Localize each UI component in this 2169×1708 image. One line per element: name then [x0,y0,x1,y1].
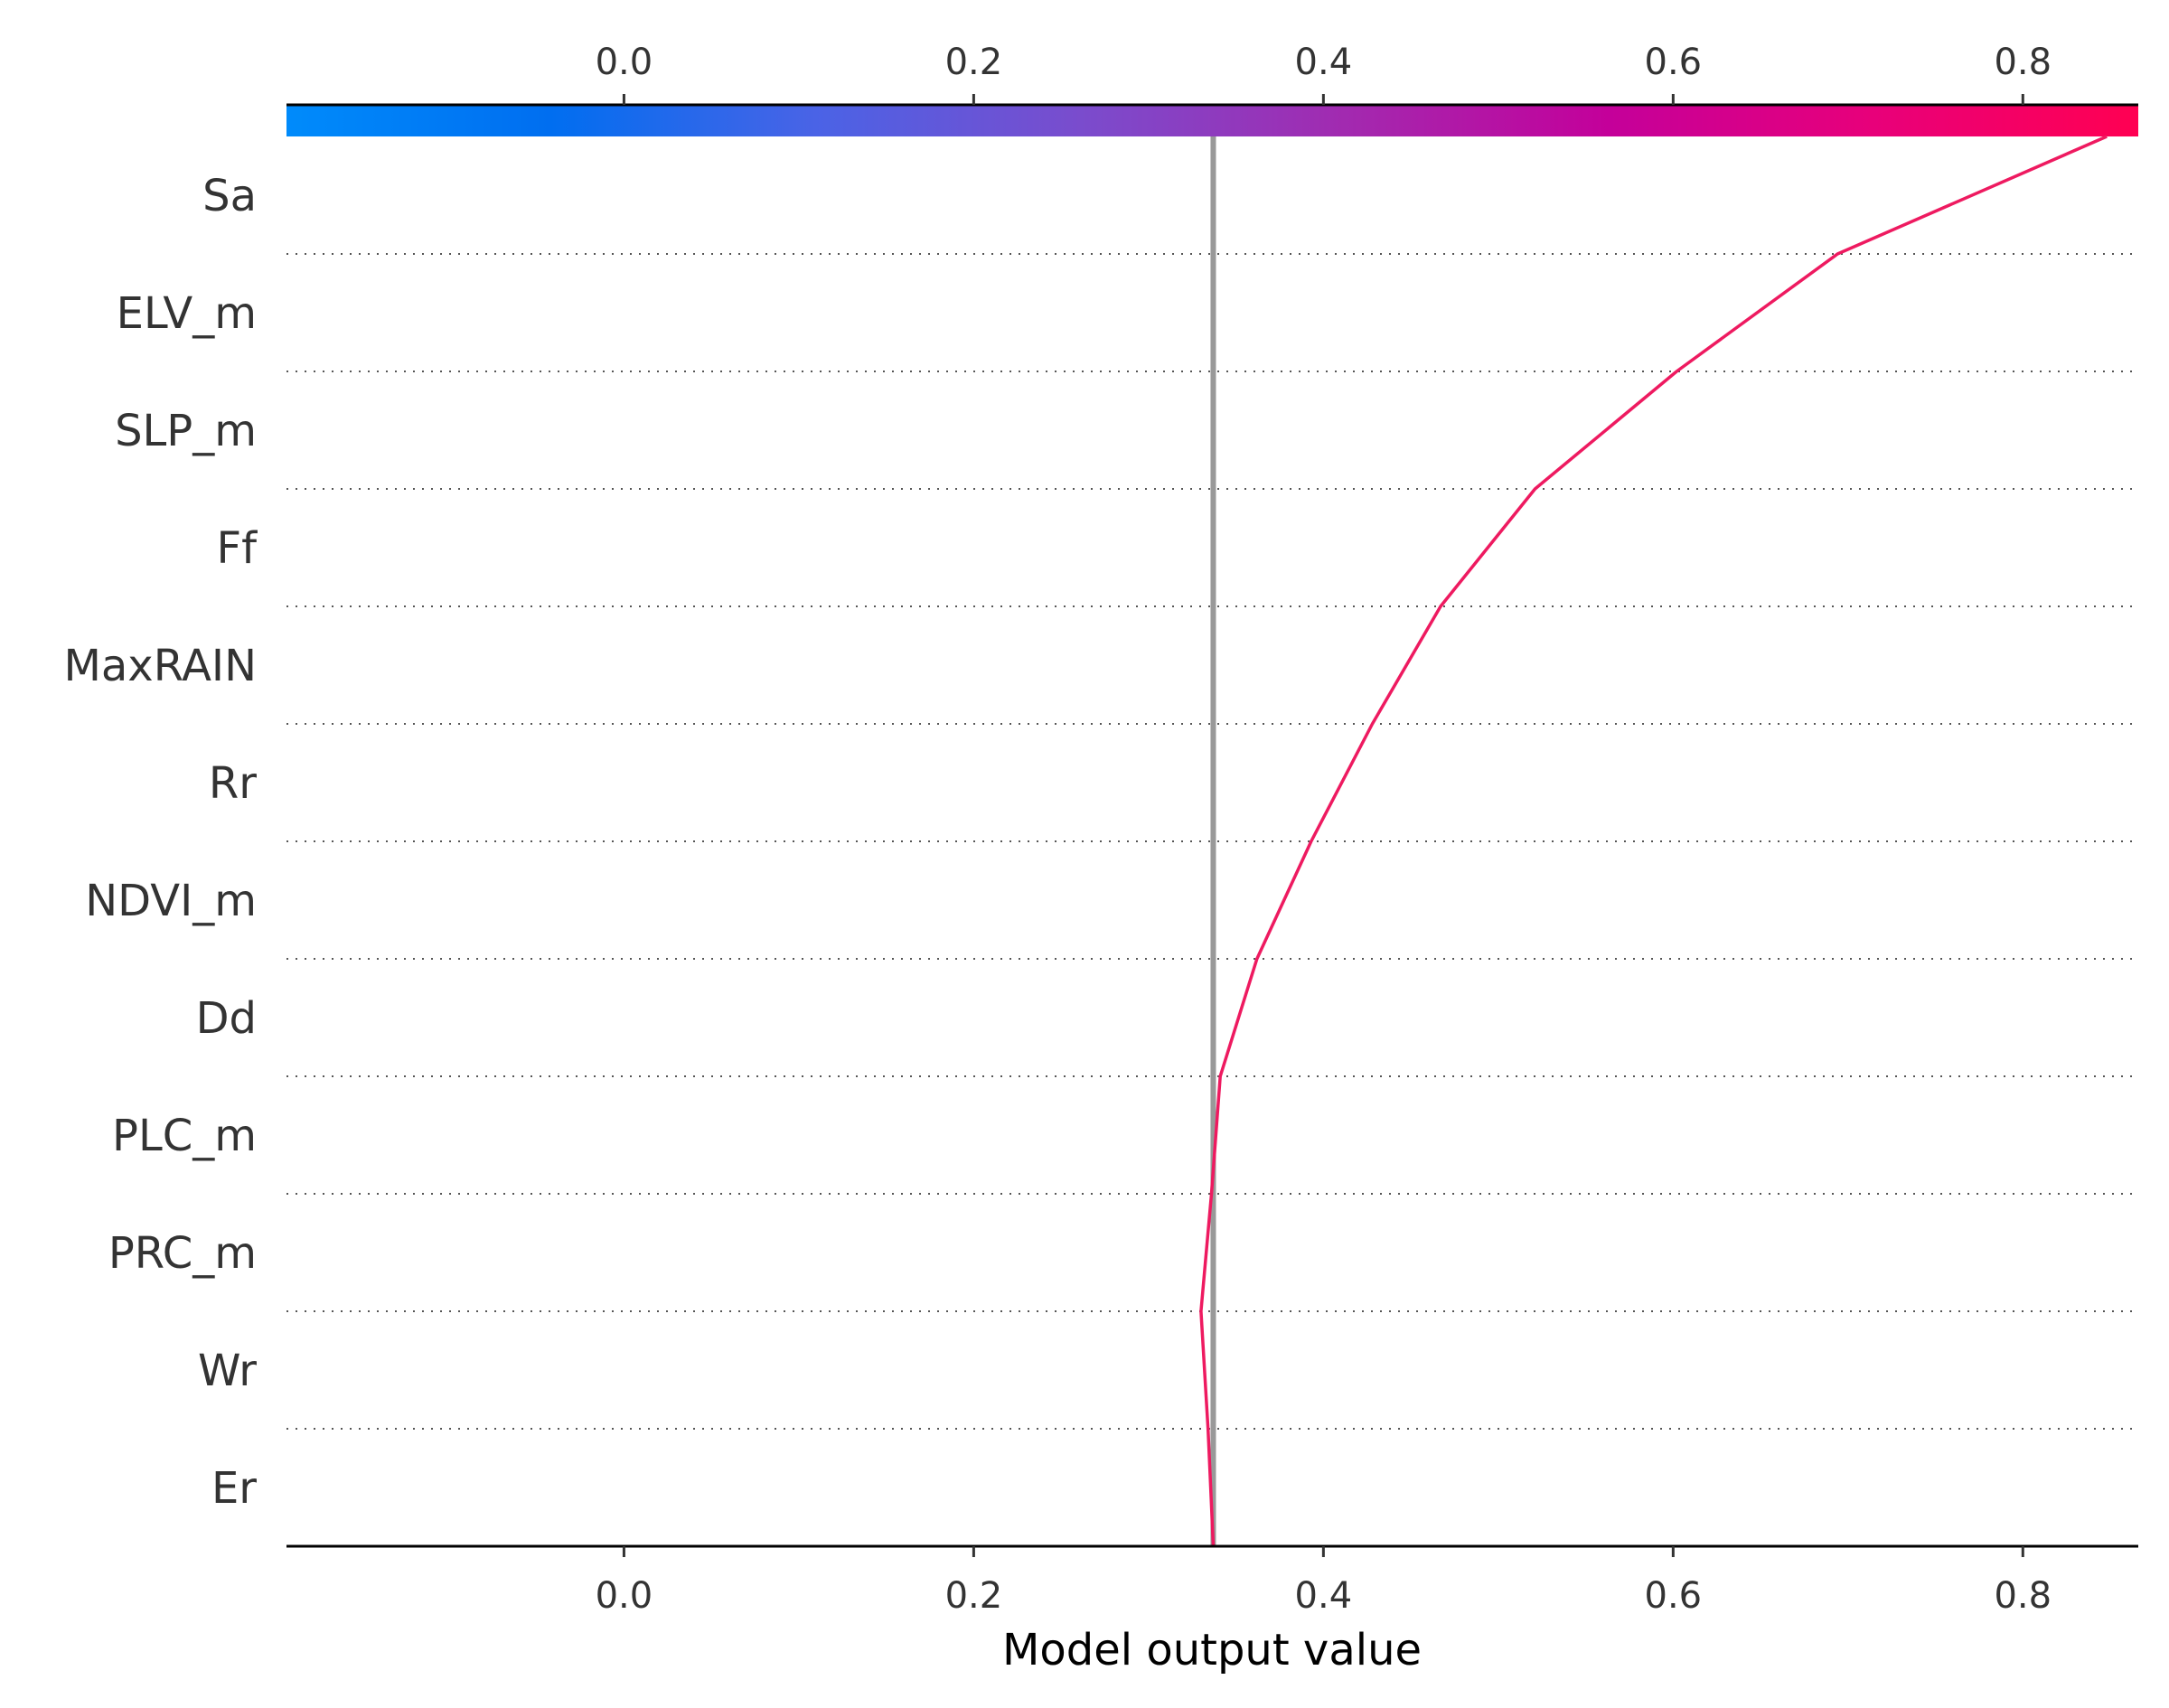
decision-path [1199,135,2108,1547]
x-axis-label: Model output value [1002,1625,1422,1675]
decision-path-line [1199,135,2108,1547]
colorbar-gradient [286,105,2138,136]
x-tick-label: 0.0 [596,1575,653,1617]
feature-label: Dd [196,993,257,1044]
x-tick-label: 0.6 [1645,1575,1703,1617]
feature-label: Ff [216,523,258,574]
feature-label: Sa [202,171,257,221]
x-tick-label: 0.8 [1994,1575,2052,1617]
colorbar: 0.0 0.2 0.4 0.6 0.8 [286,42,2138,136]
colorbar-tick-label: 0.4 [1295,42,1353,83]
colorbar-tick-label: 0.8 [1994,42,2052,83]
feature-label: MaxRAIN [63,641,257,691]
feature-label: Wr [198,1346,257,1396]
colorbar-tick-label: 0.0 [596,42,653,83]
feature-label: SLP_m [115,406,257,456]
feature-label: PRC_m [108,1228,257,1279]
x-axis: 0.0 0.2 0.4 0.6 0.8 [286,1544,2138,1617]
colorbar-tick-label: 0.2 [945,42,1003,83]
feature-labels: Sa ELV_m SLP_m Ff MaxRAIN Rr NDVI_m Dd PLC_m PRC_… [63,171,258,1514]
feature-label: Rr [209,758,257,809]
row-separators [286,253,2138,1430]
feature-label: PLC_m [112,1111,257,1161]
feature-label: NDVI_m [85,876,257,926]
x-tick-label: 0.4 [1295,1575,1353,1617]
colorbar-tick-label: 0.6 [1645,42,1703,83]
feature-label: Er [211,1463,257,1514]
feature-label: ELV_m [117,288,257,339]
x-tick-label: 0.2 [945,1575,1003,1617]
